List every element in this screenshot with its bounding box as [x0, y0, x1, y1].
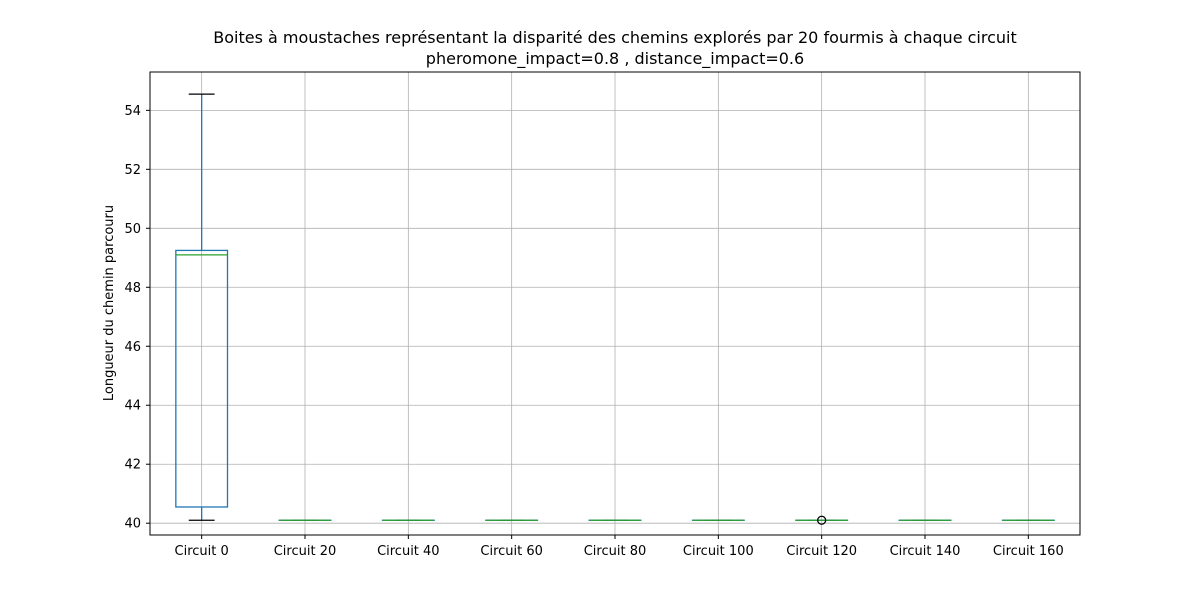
axis-layer: 40 42 44 46 48 50 52 54 Circuit 0 Circuit 20 Circu… — [124, 72, 1080, 559]
x-tick-label: Circuit 20 — [274, 544, 337, 559]
y-tick-label: 46 — [124, 340, 141, 355]
x-tick-label: Circuit 80 — [584, 544, 647, 559]
x-tick-label: Circuit 100 — [683, 544, 754, 559]
x-tick-label: Circuit 160 — [993, 544, 1064, 559]
x-tick-label: Circuit 140 — [890, 544, 961, 559]
y-tick-label: 50 — [124, 222, 141, 237]
x-tick-label: Circuit 60 — [480, 544, 543, 559]
y-axis-label: Longueur du chemin parcouru — [102, 205, 117, 401]
x-tick-label: Circuit 0 — [175, 544, 229, 559]
x-tick-label: Circuit 40 — [377, 544, 440, 559]
y-tick-label: 44 — [124, 399, 141, 414]
y-tick-label: 48 — [124, 281, 141, 296]
x-tick-label: Circuit 120 — [786, 544, 857, 559]
chart-title: Boites à moustaches représentant la disp… — [213, 28, 1017, 47]
y-tick-label: 54 — [124, 104, 141, 119]
chart-subtitle: pheromone_impact=0.8 , distance_impact=0… — [426, 49, 804, 69]
y-tick-label: 42 — [124, 458, 141, 473]
y-tick-label: 40 — [124, 517, 141, 532]
y-tick-label: 52 — [124, 163, 141, 178]
grid-layer — [150, 72, 1080, 535]
